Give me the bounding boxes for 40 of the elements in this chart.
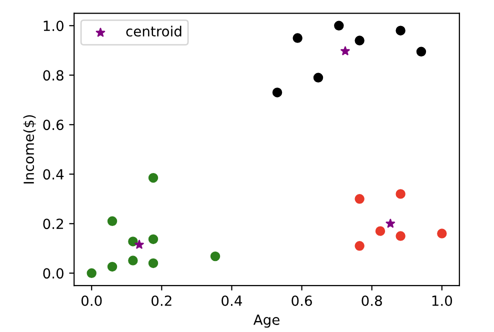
point xyxy=(148,258,158,268)
point xyxy=(354,36,364,46)
point xyxy=(375,226,386,236)
point xyxy=(396,26,406,36)
x-tick-label: 0.4 xyxy=(222,295,242,306)
point xyxy=(396,189,406,199)
x-tick-label: 0.2 xyxy=(152,295,172,306)
y-axis-title: Income($) xyxy=(23,115,36,184)
point xyxy=(86,268,96,278)
point xyxy=(134,240,144,249)
point xyxy=(354,241,364,251)
y-tick-label: 1.0 xyxy=(44,20,64,32)
point xyxy=(292,33,302,43)
y-tick-label: 0.8 xyxy=(43,70,64,81)
x-axis-title: Age xyxy=(253,314,280,328)
point xyxy=(437,228,447,238)
y-tick-label: 0.4 xyxy=(43,169,64,180)
point xyxy=(396,231,406,241)
legend-label: centroid xyxy=(126,26,182,37)
point xyxy=(107,216,118,226)
point xyxy=(354,194,364,204)
point xyxy=(128,236,138,246)
point xyxy=(340,46,350,56)
point xyxy=(272,88,282,98)
point xyxy=(313,72,324,82)
point xyxy=(148,234,158,244)
y-tick-label: 0.6 xyxy=(43,120,64,130)
point xyxy=(386,218,396,228)
y-tick-label: 0.0 xyxy=(43,268,64,279)
x-tick-label: 0.0 xyxy=(81,295,102,306)
point xyxy=(128,256,138,266)
point xyxy=(210,251,220,262)
point xyxy=(107,262,118,272)
point xyxy=(416,46,426,57)
x-tick-label: 1.0 xyxy=(432,295,452,306)
x-tick-label: 0.6 xyxy=(292,295,312,306)
point xyxy=(334,20,344,31)
point xyxy=(148,173,158,183)
x-tick-label: 0.8 xyxy=(362,295,382,306)
y-tick-label: 0.2 xyxy=(43,218,63,230)
